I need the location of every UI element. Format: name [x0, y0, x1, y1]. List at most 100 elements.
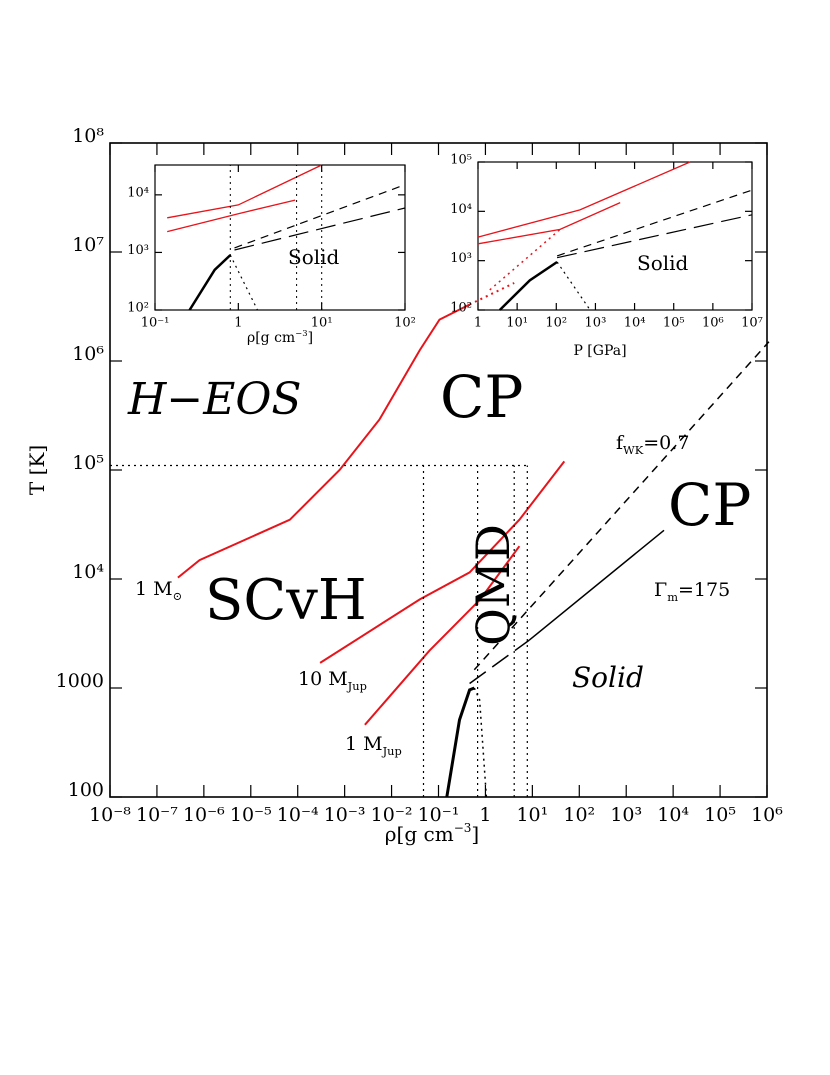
- annotation-text: CP: [668, 471, 751, 539]
- curve: [188, 254, 232, 311]
- x-tick-label: 10⁻³: [324, 804, 366, 826]
- plot-frame: [477, 161, 753, 311]
- annotation-text: QMD: [466, 524, 520, 646]
- curve: [469, 282, 515, 306]
- annotation-text: H−EOS: [127, 374, 302, 425]
- x-axis-label: ρ[g cm−3]: [385, 821, 479, 846]
- curve: [167, 199, 296, 233]
- curve: [473, 687, 488, 798]
- curve: [319, 460, 566, 664]
- annotation-sub: ⊙: [173, 589, 183, 603]
- annotation: Solid: [288, 245, 340, 269]
- x-tick-label: 10⁴: [657, 804, 689, 826]
- curve: [234, 184, 406, 249]
- y-tick-label: 100: [68, 779, 104, 801]
- x-tick-label: 10³: [610, 804, 642, 826]
- curve: [556, 214, 753, 259]
- curve: [489, 228, 561, 291]
- x-tick-label: 10¹: [506, 316, 528, 331]
- x-tick-label: 10⁻¹: [418, 804, 460, 826]
- x-tick-label: 10²: [394, 316, 416, 331]
- curve: [477, 202, 621, 245]
- annotation-text: SCvH: [205, 568, 367, 633]
- y-tick-label: 10⁴: [450, 202, 472, 217]
- y-tick-label: 10⁵: [450, 153, 472, 168]
- x-tick-label: 10⁴: [624, 316, 646, 331]
- curve: [177, 303, 471, 579]
- plot-frame: [109, 142, 768, 798]
- y-tick-label: 10⁵: [72, 452, 104, 474]
- x-tick-label: 10³: [585, 316, 607, 331]
- x-tick-label: 10⁻²: [371, 804, 413, 826]
- curve: [556, 261, 591, 311]
- annotation: SCvH: [205, 568, 367, 633]
- x-tick-label: 10⁻⁴: [277, 804, 319, 826]
- x-tick-label: 10⁻⁸: [89, 804, 131, 826]
- annotation: QMD: [466, 524, 520, 646]
- y-tick-label: 1000: [56, 670, 104, 692]
- y-axis-label: T [K]: [25, 445, 49, 495]
- curve: [469, 639, 530, 685]
- y-tick-label: 10⁷: [72, 234, 104, 256]
- annotation-text: Solid: [572, 661, 644, 694]
- curve: [167, 164, 322, 219]
- annotation: 1 M⊙: [135, 578, 182, 603]
- y-tick-label: 10³: [127, 243, 149, 258]
- annotation-text: Γ: [654, 579, 667, 601]
- x-tick-label: 10²: [545, 316, 567, 331]
- x-axis-label: ρ[g cm−3]: [247, 328, 313, 347]
- annotation: 1 MJup: [345, 733, 402, 758]
- annotation-sub: m: [667, 590, 678, 604]
- curve: [445, 686, 475, 798]
- annotation-text: 10 M: [298, 668, 348, 690]
- y-tick-label: 10³: [450, 251, 472, 266]
- x-tick-label: 10⁻⁵: [230, 804, 272, 826]
- x-tick-label: 10⁻⁷: [136, 804, 178, 826]
- curve: [477, 161, 691, 238]
- x-tick-label: 1: [479, 804, 491, 826]
- x-axis-label-after: ]: [471, 822, 479, 846]
- curve: [234, 207, 406, 251]
- annotation-sub: Jup: [347, 679, 367, 693]
- y-tick-label: 10⁸: [72, 125, 104, 147]
- annotation: 10 MJup: [298, 668, 367, 693]
- annotation-sub: WK: [623, 443, 644, 457]
- annotation: Solid: [572, 661, 644, 694]
- x-axis-label-text: P [GPa]: [573, 343, 626, 359]
- annotation: H−EOS: [127, 374, 302, 425]
- y-tick-label: 10²: [450, 301, 472, 316]
- annotation: fWK=0.7: [616, 432, 689, 457]
- annotation: CP: [440, 363, 523, 431]
- annotation-after: =0.7: [643, 432, 689, 454]
- annotation-text: f: [616, 432, 625, 454]
- x-tick-label: 10¹: [311, 316, 333, 331]
- x-tick-label: 10⁻¹: [141, 316, 170, 331]
- annotation-text: 1 M: [135, 578, 173, 600]
- annotation: CP: [668, 471, 751, 539]
- x-tick-label: 10²: [563, 804, 595, 826]
- curve: [556, 189, 753, 257]
- curve: [498, 260, 558, 311]
- curve: [364, 545, 521, 726]
- y-tick-label: 10²: [127, 301, 149, 316]
- x-axis-label-after: ]: [308, 330, 313, 346]
- y-tick-label: 10⁴: [72, 561, 104, 583]
- plot-frame: [154, 164, 406, 311]
- curve: [229, 254, 259, 311]
- x-tick-label: 10⁵: [704, 804, 736, 826]
- annotation: Γm=175: [654, 579, 730, 604]
- x-axis-label-sup: −3: [454, 821, 472, 835]
- annotation-sub: Jup: [382, 744, 402, 758]
- annotation-after: =175: [678, 579, 730, 601]
- annotation-text: Solid: [288, 245, 340, 269]
- curve: [473, 341, 770, 671]
- annotation-text: Solid: [637, 251, 689, 275]
- x-tick-label: 10⁵: [663, 316, 685, 331]
- x-tick-label: 10⁶: [751, 804, 783, 826]
- curve: [528, 529, 665, 641]
- x-tick-label: 10¹: [516, 804, 548, 826]
- y-axis-label-text: T [K]: [25, 445, 49, 495]
- x-tick-label: 10⁷: [741, 316, 763, 331]
- annotation-text: 1 M: [345, 733, 383, 755]
